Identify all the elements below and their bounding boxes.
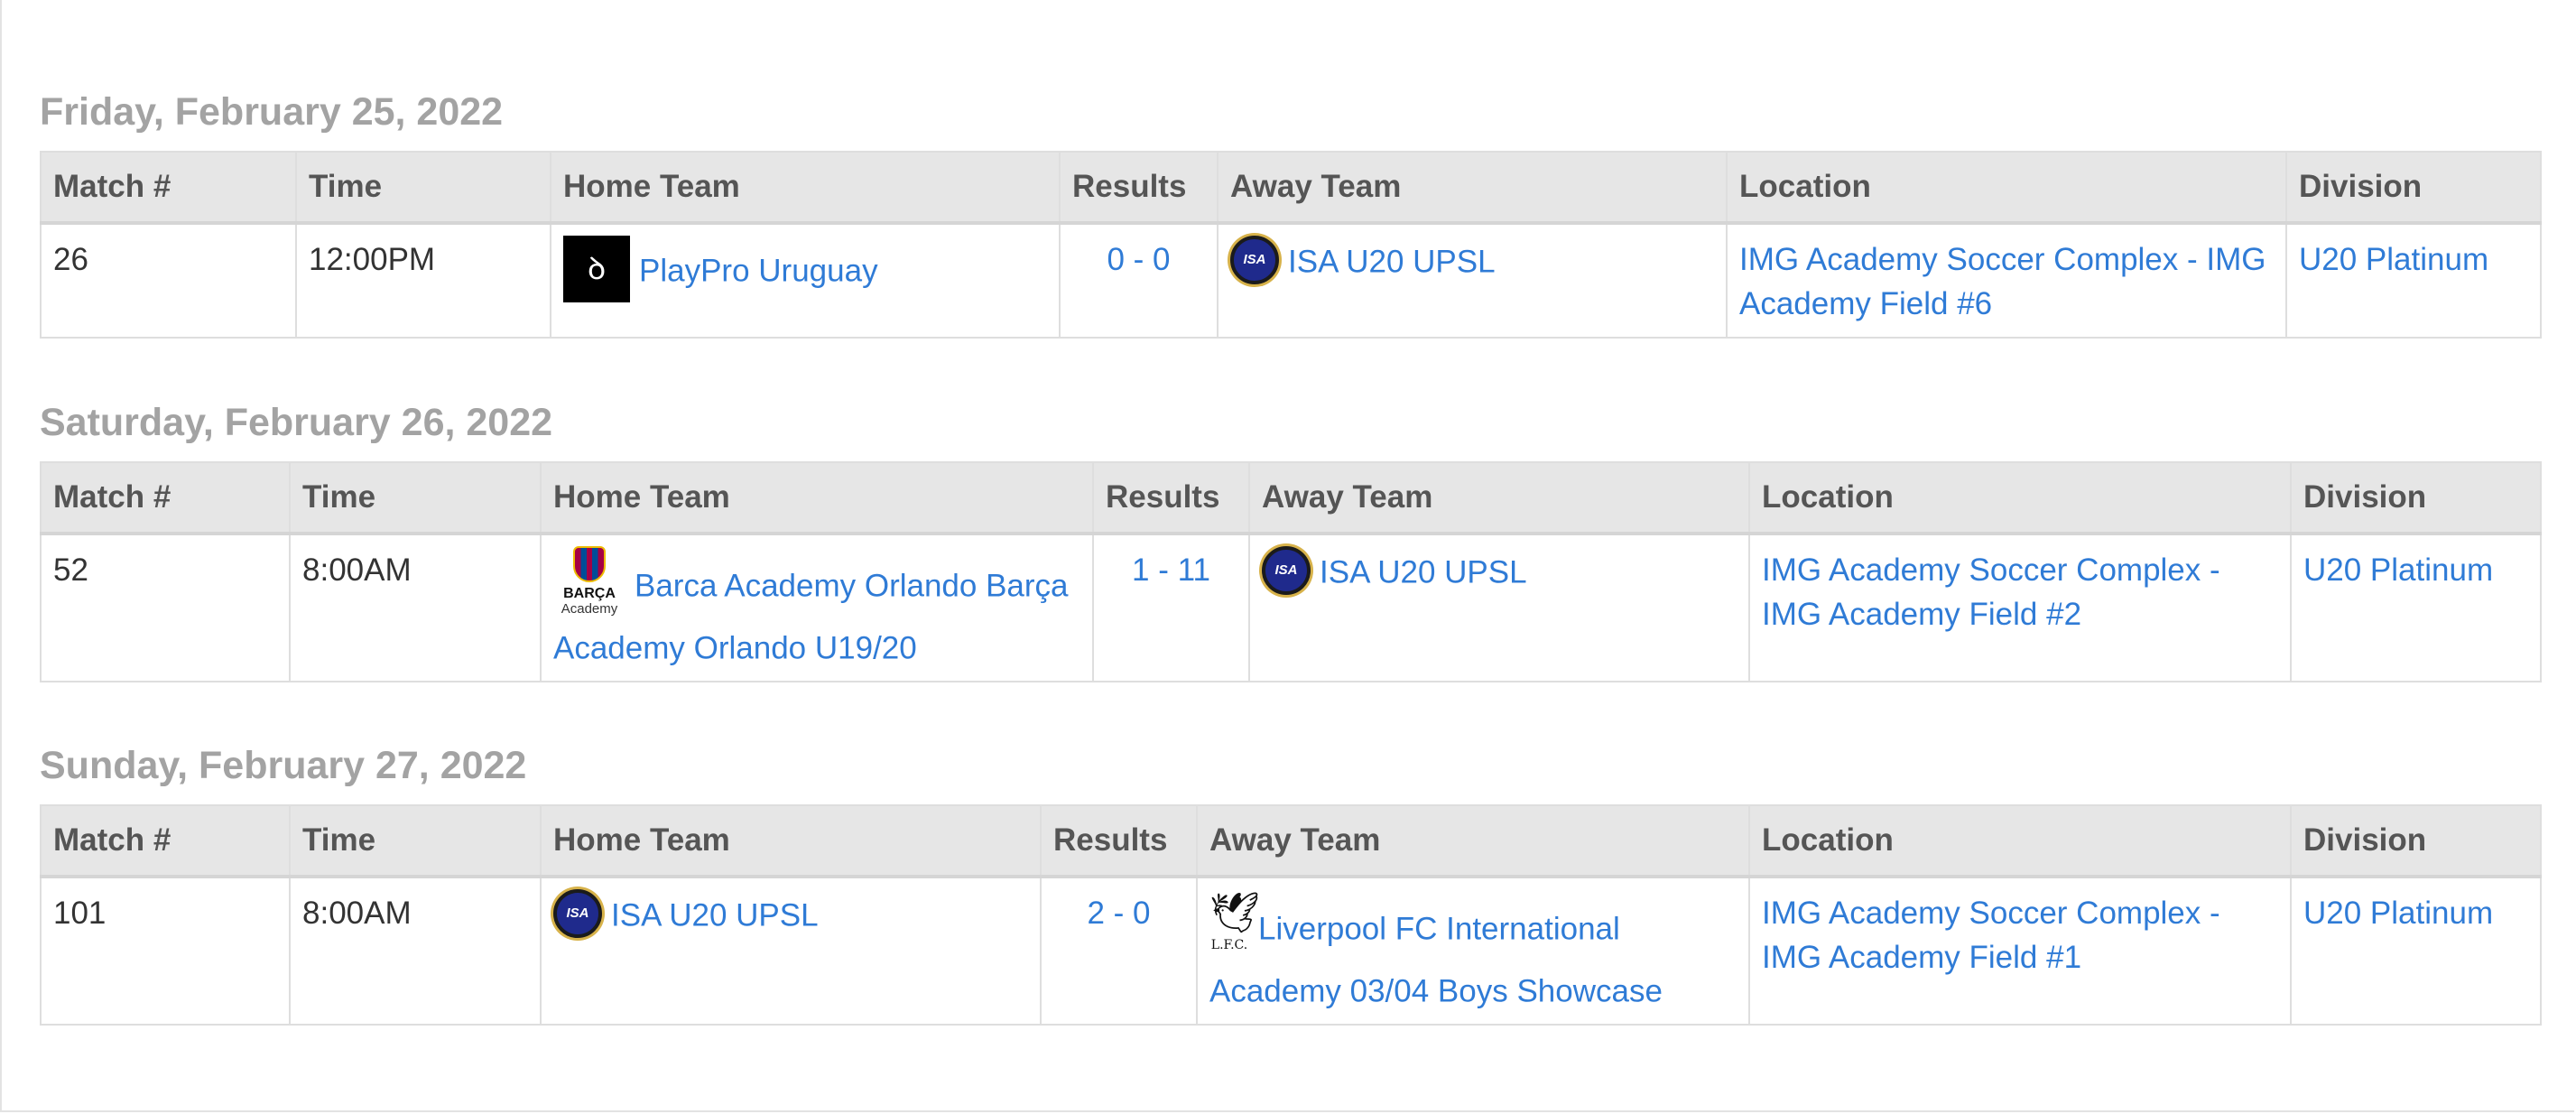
match-number: 26 <box>40 222 297 339</box>
table-row: 52 8:00AM BARÇA Academy Barca Academy Or… <box>40 532 2542 683</box>
day-section-saturday: Saturday, February 26, 2022 Match # Time… <box>40 401 2542 683</box>
location-cell: IMG Academy Soccer Complex - IMG Academy… <box>1726 222 2287 339</box>
schedule-table: Match # Time Home Team Results Away Team… <box>40 151 2542 339</box>
table-row: 26 12:00PM ꝺ PlayPro Uruguay 0 - 0 ISA ISA… <box>40 222 2542 339</box>
result-link[interactable]: 1 - 11 <box>1132 552 1210 588</box>
location-link[interactable]: IMG Academy Soccer Complex - IMG Academy… <box>1762 552 2220 632</box>
home-team-link[interactable]: Barca Academy Orlando Barça Academy Orla… <box>553 568 1069 666</box>
column-header-home-team: Home Team <box>540 461 1094 535</box>
column-header-results: Results <box>1059 151 1219 225</box>
day-section-sunday: Sunday, February 27, 2022 Match # Time H… <box>40 744 2542 1026</box>
table-header-row: Match # Time Home Team Results Away Team… <box>40 151 2542 225</box>
column-header-division: Division <box>2285 151 2542 225</box>
result-cell: 2 - 0 <box>1040 875 1198 1026</box>
schedule-table: Match # Time Home Team Results Away Team… <box>40 461 2542 683</box>
column-header-time: Time <box>295 151 551 225</box>
location-link[interactable]: IMG Academy Soccer Complex - IMG Academy… <box>1739 242 2266 321</box>
day-title: Friday, February 25, 2022 <box>40 90 504 134</box>
away-team-cell: ISA ISA U20 UPSL <box>1217 222 1728 339</box>
isa-logo-icon: ISA <box>1230 236 1279 284</box>
division-link[interactable]: U20 Platinum <box>2303 896 2494 931</box>
result-link[interactable]: 0 - 0 <box>1107 242 1171 277</box>
isa-logo-icon: ISA <box>1262 546 1311 595</box>
match-time: 12:00PM <box>295 222 551 339</box>
column-header-away-team: Away Team <box>1196 804 1750 878</box>
column-header-time: Time <box>289 461 542 535</box>
column-header-away-team: Away Team <box>1217 151 1728 225</box>
column-header-results: Results <box>1092 461 1250 535</box>
column-header-results: Results <box>1040 804 1198 878</box>
column-header-location: Location <box>1726 151 2287 225</box>
playpro-logo-icon: ꝺ <box>563 236 630 302</box>
location-cell: IMG Academy Soccer Complex - IMG Academy… <box>1748 532 2292 683</box>
table-header-row: Match # Time Home Team Results Away Team… <box>40 804 2542 878</box>
barca-academy-logo-icon: BARÇA Academy <box>553 546 625 622</box>
table-header-row: Match # Time Home Team Results Away Team… <box>40 461 2542 535</box>
away-team-cell: 🕊 L.F.C. Liverpool FC International Acad… <box>1196 875 1750 1026</box>
away-team-link[interactable]: Liverpool FC International Academy 03/04… <box>1209 911 1663 1009</box>
column-header-home-team: Home Team <box>540 804 1042 878</box>
location-cell: IMG Academy Soccer Complex - IMG Academy… <box>1748 875 2292 1026</box>
match-time: 8:00AM <box>289 532 542 683</box>
schedule-table: Match # Time Home Team Results Away Team… <box>40 804 2542 1026</box>
result-cell: 1 - 11 <box>1092 532 1250 683</box>
column-header-time: Time <box>289 804 542 878</box>
day-title: Saturday, February 26, 2022 <box>40 401 553 444</box>
match-number: 101 <box>40 875 291 1026</box>
away-team-cell: ISA ISA U20 UPSL <box>1248 532 1750 683</box>
barca-logo-text: BARÇA <box>563 586 616 601</box>
column-header-location: Location <box>1748 804 2292 878</box>
division-cell: U20 Platinum <box>2285 222 2542 339</box>
division-link[interactable]: U20 Platinum <box>2303 552 2494 588</box>
barca-crest-icon <box>573 546 606 582</box>
column-header-match: Match # <box>40 461 291 535</box>
home-team-cell: BARÇA Academy Barca Academy Orlando Barç… <box>540 532 1094 683</box>
liverpool-fc-logo-icon: 🕊 L.F.C. <box>1209 889 1260 965</box>
division-cell: U20 Platinum <box>2290 875 2542 1026</box>
home-team-link[interactable]: PlayPro Uruguay <box>639 253 878 289</box>
result-cell: 0 - 0 <box>1059 222 1219 339</box>
away-team-link[interactable]: ISA U20 UPSL <box>1288 244 1496 280</box>
match-time: 8:00AM <box>289 875 542 1026</box>
column-header-match: Match # <box>40 804 291 878</box>
division-cell: U20 Platinum <box>2290 532 2542 683</box>
barca-logo-subtext: Academy <box>561 601 618 617</box>
division-link[interactable]: U20 Platinum <box>2299 242 2489 277</box>
column-header-division: Division <box>2290 804 2542 878</box>
liver-bird-icon: 🕊 <box>1209 891 1260 935</box>
home-team-cell: ꝺ PlayPro Uruguay <box>550 222 1061 339</box>
match-number: 52 <box>40 532 291 683</box>
column-header-home-team: Home Team <box>550 151 1061 225</box>
location-link[interactable]: IMG Academy Soccer Complex - IMG Academy… <box>1762 896 2220 975</box>
column-header-division: Division <box>2290 461 2542 535</box>
day-title: Sunday, February 27, 2022 <box>40 744 527 787</box>
column-header-away-team: Away Team <box>1248 461 1750 535</box>
column-header-location: Location <box>1748 461 2292 535</box>
result-link[interactable]: 2 - 0 <box>1087 896 1151 931</box>
column-header-match: Match # <box>40 151 297 225</box>
away-team-link[interactable]: ISA U20 UPSL <box>1320 554 1527 590</box>
lfc-logo-text: L.F.C. <box>1210 938 1248 952</box>
table-row: 101 8:00AM ISA ISA U20 UPSL 2 - 0 🕊 L.F.C… <box>40 875 2542 1026</box>
home-team-cell: ISA ISA U20 UPSL <box>540 875 1042 1026</box>
day-section-friday: Friday, February 25, 2022 Match # Time H… <box>40 90 2542 339</box>
home-team-link[interactable]: ISA U20 UPSL <box>611 897 819 933</box>
isa-logo-icon: ISA <box>553 889 602 938</box>
